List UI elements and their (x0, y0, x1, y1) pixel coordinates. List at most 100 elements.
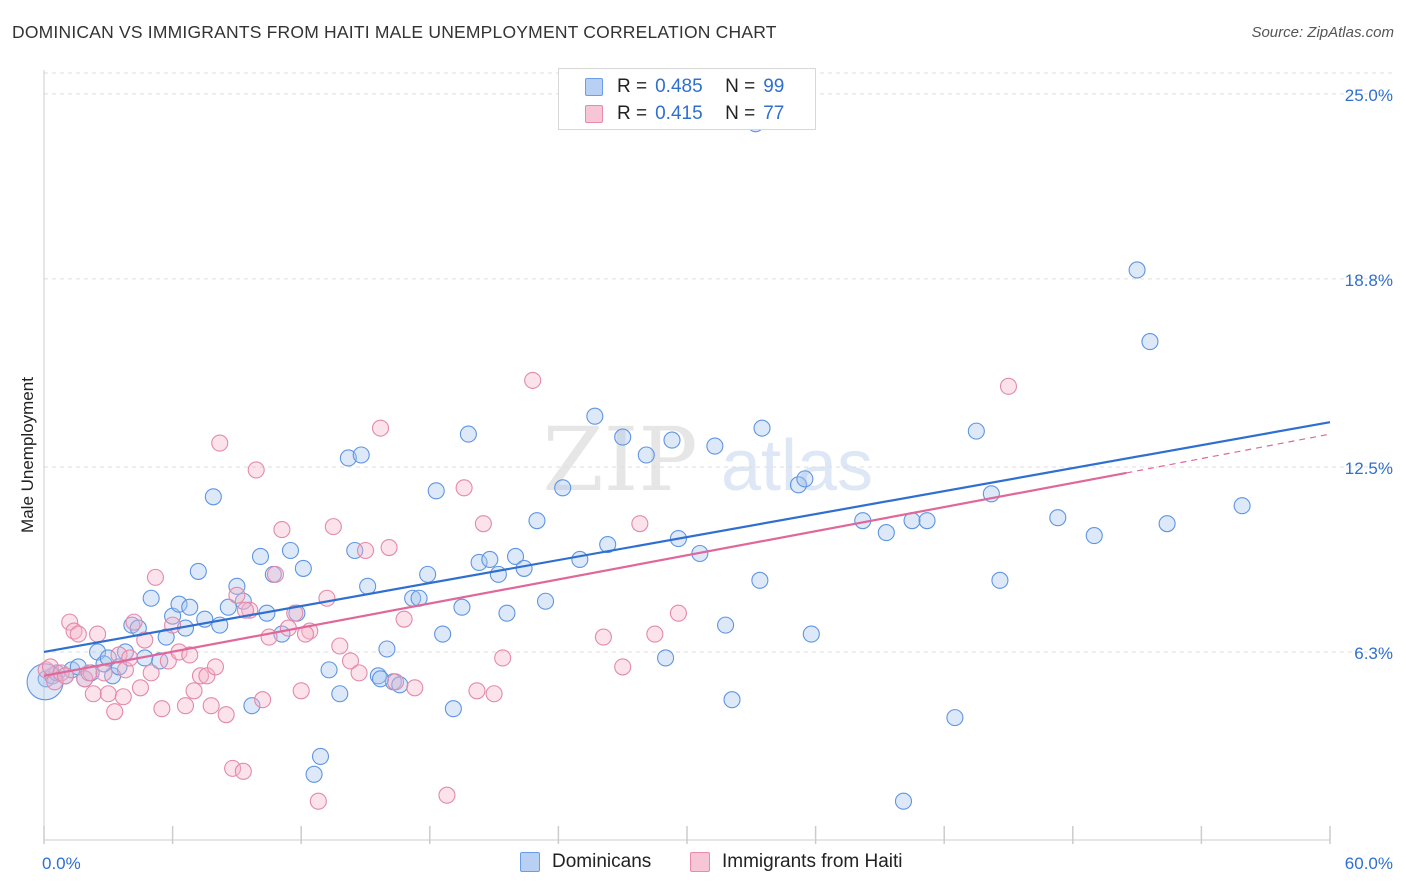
correlation-legend: R = 0.485 N = 99 R = 0.415 N = 77 (558, 68, 816, 130)
legend-item-haiti[interactable]: Immigrants from Haiti (690, 851, 903, 873)
dominicans-point-73 (663, 431, 681, 449)
haiti-point-27 (176, 697, 195, 715)
tick-labels: 6.3% 12.5% 18.8% 25.0% 0.0% 60.0% (42, 86, 1393, 873)
axes (43, 70, 1331, 844)
haiti-point-11 (89, 625, 107, 643)
haiti-point-59 (406, 679, 424, 697)
haiti-point-12 (95, 664, 113, 682)
legend-r-label: R = (617, 76, 648, 97)
haiti-point-19 (131, 679, 149, 697)
dominicans-point-91 (946, 709, 964, 727)
dominicans-point-70 (599, 535, 617, 554)
haiti-point-28 (181, 646, 199, 664)
dominicans-point-56 (444, 700, 462, 718)
legend-item-dominicans[interactable]: Dominicans (520, 851, 651, 873)
y-tick-label-3: 25.0% (1345, 86, 1393, 105)
dominicans-point-71 (614, 428, 632, 446)
dominicans-point-78 (717, 616, 735, 634)
dominicans-point-66 (536, 592, 555, 610)
dominicans-point-98 (1141, 333, 1159, 351)
haiti-point-57 (380, 538, 398, 557)
chart-title: DOMINICAN VS IMMIGRANTS FROM HAITI MALE … (12, 22, 777, 42)
haiti-point-62 (468, 682, 486, 700)
haiti-point-49 (309, 792, 327, 810)
haiti-point-72 (485, 685, 503, 703)
dominicans-point-17 (142, 589, 160, 607)
dominicans-point-63 (506, 547, 525, 566)
dominicans-point-57 (453, 598, 471, 616)
dominicans-point-39 (305, 765, 323, 783)
legend-swatch-haiti (585, 105, 603, 123)
dominicans-point-62 (498, 604, 516, 622)
dominicans-point-95 (1049, 509, 1067, 527)
dominicans-point-94 (991, 571, 1009, 589)
haiti-point-18 (125, 613, 143, 631)
haiti-point-15 (110, 646, 128, 664)
legend-n-value: 99 (763, 76, 785, 97)
haiti-point-58 (386, 673, 405, 691)
trend-line-haiti (43, 471, 1127, 677)
haiti-point-71 (999, 377, 1018, 395)
haiti-point-13 (99, 685, 117, 703)
dominicans-point-77 (706, 437, 724, 455)
legend-r-value: 0.485 (655, 76, 703, 97)
dominicans-point-72 (637, 446, 655, 464)
dominicans-point-69 (586, 407, 604, 425)
haiti-point-47 (292, 682, 310, 700)
legend-label-haiti: Immigrants from Haiti (722, 851, 903, 872)
legend-row-dominicans: R = 0.485 N = 99 (585, 76, 784, 98)
haiti-point-42 (260, 628, 278, 646)
haiti-point-7 (69, 625, 87, 643)
haiti-point-50 (318, 589, 336, 607)
dominicans-point-68 (571, 550, 589, 569)
dominicans-point-40 (311, 747, 330, 765)
x-tick-label-0: 0.0% (42, 854, 81, 873)
dominicans-point-81 (751, 571, 769, 589)
dominicans-point-26 (204, 488, 222, 506)
dominicans-point-58 (459, 425, 477, 443)
dominicans-point-36 (281, 541, 300, 560)
haiti-point-56 (371, 419, 390, 437)
haiti-point-69 (646, 625, 664, 643)
dominicans-point-38 (294, 559, 312, 577)
dominicans-point-23 (181, 598, 199, 616)
dominicans-point-82 (753, 419, 771, 437)
haiti-point-60 (438, 786, 456, 804)
legend-swatch-haiti (690, 852, 710, 872)
dominicans-point-41 (320, 661, 338, 679)
haiti-point-68 (631, 515, 649, 533)
haiti-point-61 (455, 479, 473, 497)
dominicans-point-53 (419, 565, 437, 583)
dominicans-point-42 (331, 685, 349, 703)
y-tick-label-1: 12.5% (1345, 459, 1393, 478)
haiti-point-38 (234, 762, 252, 780)
dominicans-point-32 (251, 547, 270, 566)
dominicans-point-88 (894, 792, 913, 810)
source-label: Source: ZipAtlas.com (1251, 24, 1394, 41)
haiti-point-46 (286, 604, 304, 622)
haiti-point-66 (594, 628, 612, 646)
dominicans-point-101 (657, 649, 675, 667)
legend-swatch-dominicans (520, 852, 540, 872)
dominicans-point-99 (1158, 515, 1176, 533)
dominicans-point-96 (1085, 527, 1103, 545)
dominicans-point-64 (515, 559, 533, 577)
dominicans-point-92 (967, 422, 985, 440)
haiti-point-23 (153, 700, 171, 718)
haiti-point-35 (217, 706, 235, 724)
legend-swatch-dominicans (585, 78, 603, 96)
haiti-point-31 (198, 667, 216, 685)
dominicans-point-31 (243, 697, 261, 715)
trend-line-dominicans (43, 421, 1331, 654)
haiti-point-36 (224, 759, 242, 777)
y-tick-label-0: 6.3% (1354, 644, 1393, 663)
dominicans-point-43 (339, 449, 357, 467)
haiti-point-55 (356, 541, 375, 560)
dominicans-point-102 (371, 670, 390, 688)
haiti-point-14 (106, 703, 124, 721)
dominicans-point-79 (723, 691, 741, 709)
haiti-point-65 (524, 371, 542, 389)
dominicans-point-84 (796, 470, 814, 488)
haiti-point-32 (202, 697, 220, 715)
